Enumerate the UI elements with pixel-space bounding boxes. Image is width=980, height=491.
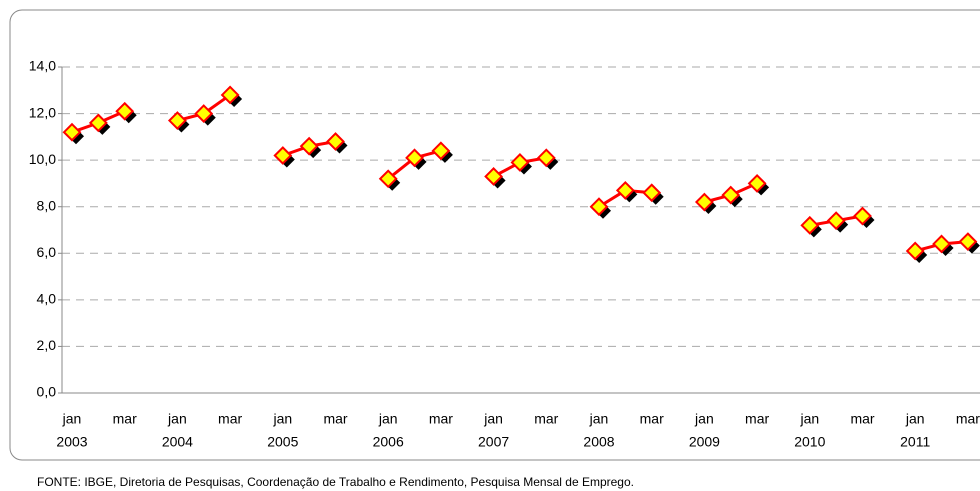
marker <box>299 136 319 156</box>
y-tick-label: 4,0 <box>37 291 57 307</box>
x-tick-label: mar <box>850 411 874 427</box>
marker <box>589 197 609 217</box>
x-tick-label: jan <box>378 411 398 427</box>
marker <box>826 211 846 231</box>
y-tick-label: 0,0 <box>37 384 57 400</box>
x-tick-label: mar <box>218 411 242 427</box>
marker <box>484 167 504 186</box>
x-tick-label: mar <box>429 411 453 427</box>
marker <box>510 153 530 172</box>
year-label: 2003 <box>56 434 87 450</box>
y-tick-label: 2,0 <box>37 337 57 353</box>
marker <box>615 180 635 200</box>
year-label: 2004 <box>162 434 193 450</box>
marker <box>115 101 135 121</box>
marker <box>62 122 82 142</box>
x-tick-label: jan <box>589 411 609 427</box>
y-tick-label: 6,0 <box>37 244 57 260</box>
marker <box>958 232 978 252</box>
x-tick-label: jan <box>483 411 503 427</box>
marker <box>88 113 108 133</box>
x-tick-label: mar <box>745 411 769 427</box>
x-tick-label: mar <box>323 411 347 427</box>
marker <box>932 234 951 254</box>
marker <box>905 241 925 261</box>
y-tick-label: 12,0 <box>29 104 56 120</box>
x-tick-label: jan <box>62 411 82 427</box>
marker <box>642 183 662 203</box>
y-tick-label: 14,0 <box>29 58 56 74</box>
marker <box>273 146 293 165</box>
x-tick-label: mar <box>534 411 558 427</box>
x-tick-label: jan <box>272 411 292 427</box>
year-label: 2008 <box>583 434 614 450</box>
x-tick-label: mar <box>956 411 980 427</box>
marker <box>747 174 767 193</box>
y-tick-label: 10,0 <box>29 151 56 167</box>
marker <box>405 148 424 168</box>
marker <box>194 104 214 123</box>
year-label: 2007 <box>478 434 509 450</box>
marker <box>378 169 398 189</box>
x-tick-label: jan <box>905 411 925 427</box>
year-label: 2011 <box>900 434 930 450</box>
marker <box>220 85 240 105</box>
marker <box>326 132 345 151</box>
marker <box>853 206 872 226</box>
x-tick-label: jan <box>694 411 714 427</box>
year-label: 2005 <box>267 434 298 450</box>
y-tick-label: 8,0 <box>37 197 57 213</box>
marker <box>536 148 556 168</box>
x-tick-label: mar <box>113 411 137 427</box>
x-tick-label: jan <box>799 411 819 427</box>
marker <box>800 215 820 235</box>
marker <box>431 141 451 161</box>
year-label: 2006 <box>373 434 404 450</box>
x-tick-label: mar <box>640 411 664 427</box>
marker <box>694 192 714 212</box>
chart-frame <box>9 9 980 461</box>
marker <box>721 185 741 205</box>
marker <box>167 111 187 130</box>
x-tick-label: jan <box>167 411 187 427</box>
year-label: 2010 <box>794 434 825 450</box>
year-label: 2009 <box>689 434 720 450</box>
source-note: FONTE: IBGE, Diretoria de Pesquisas, Coo… <box>37 475 634 489</box>
